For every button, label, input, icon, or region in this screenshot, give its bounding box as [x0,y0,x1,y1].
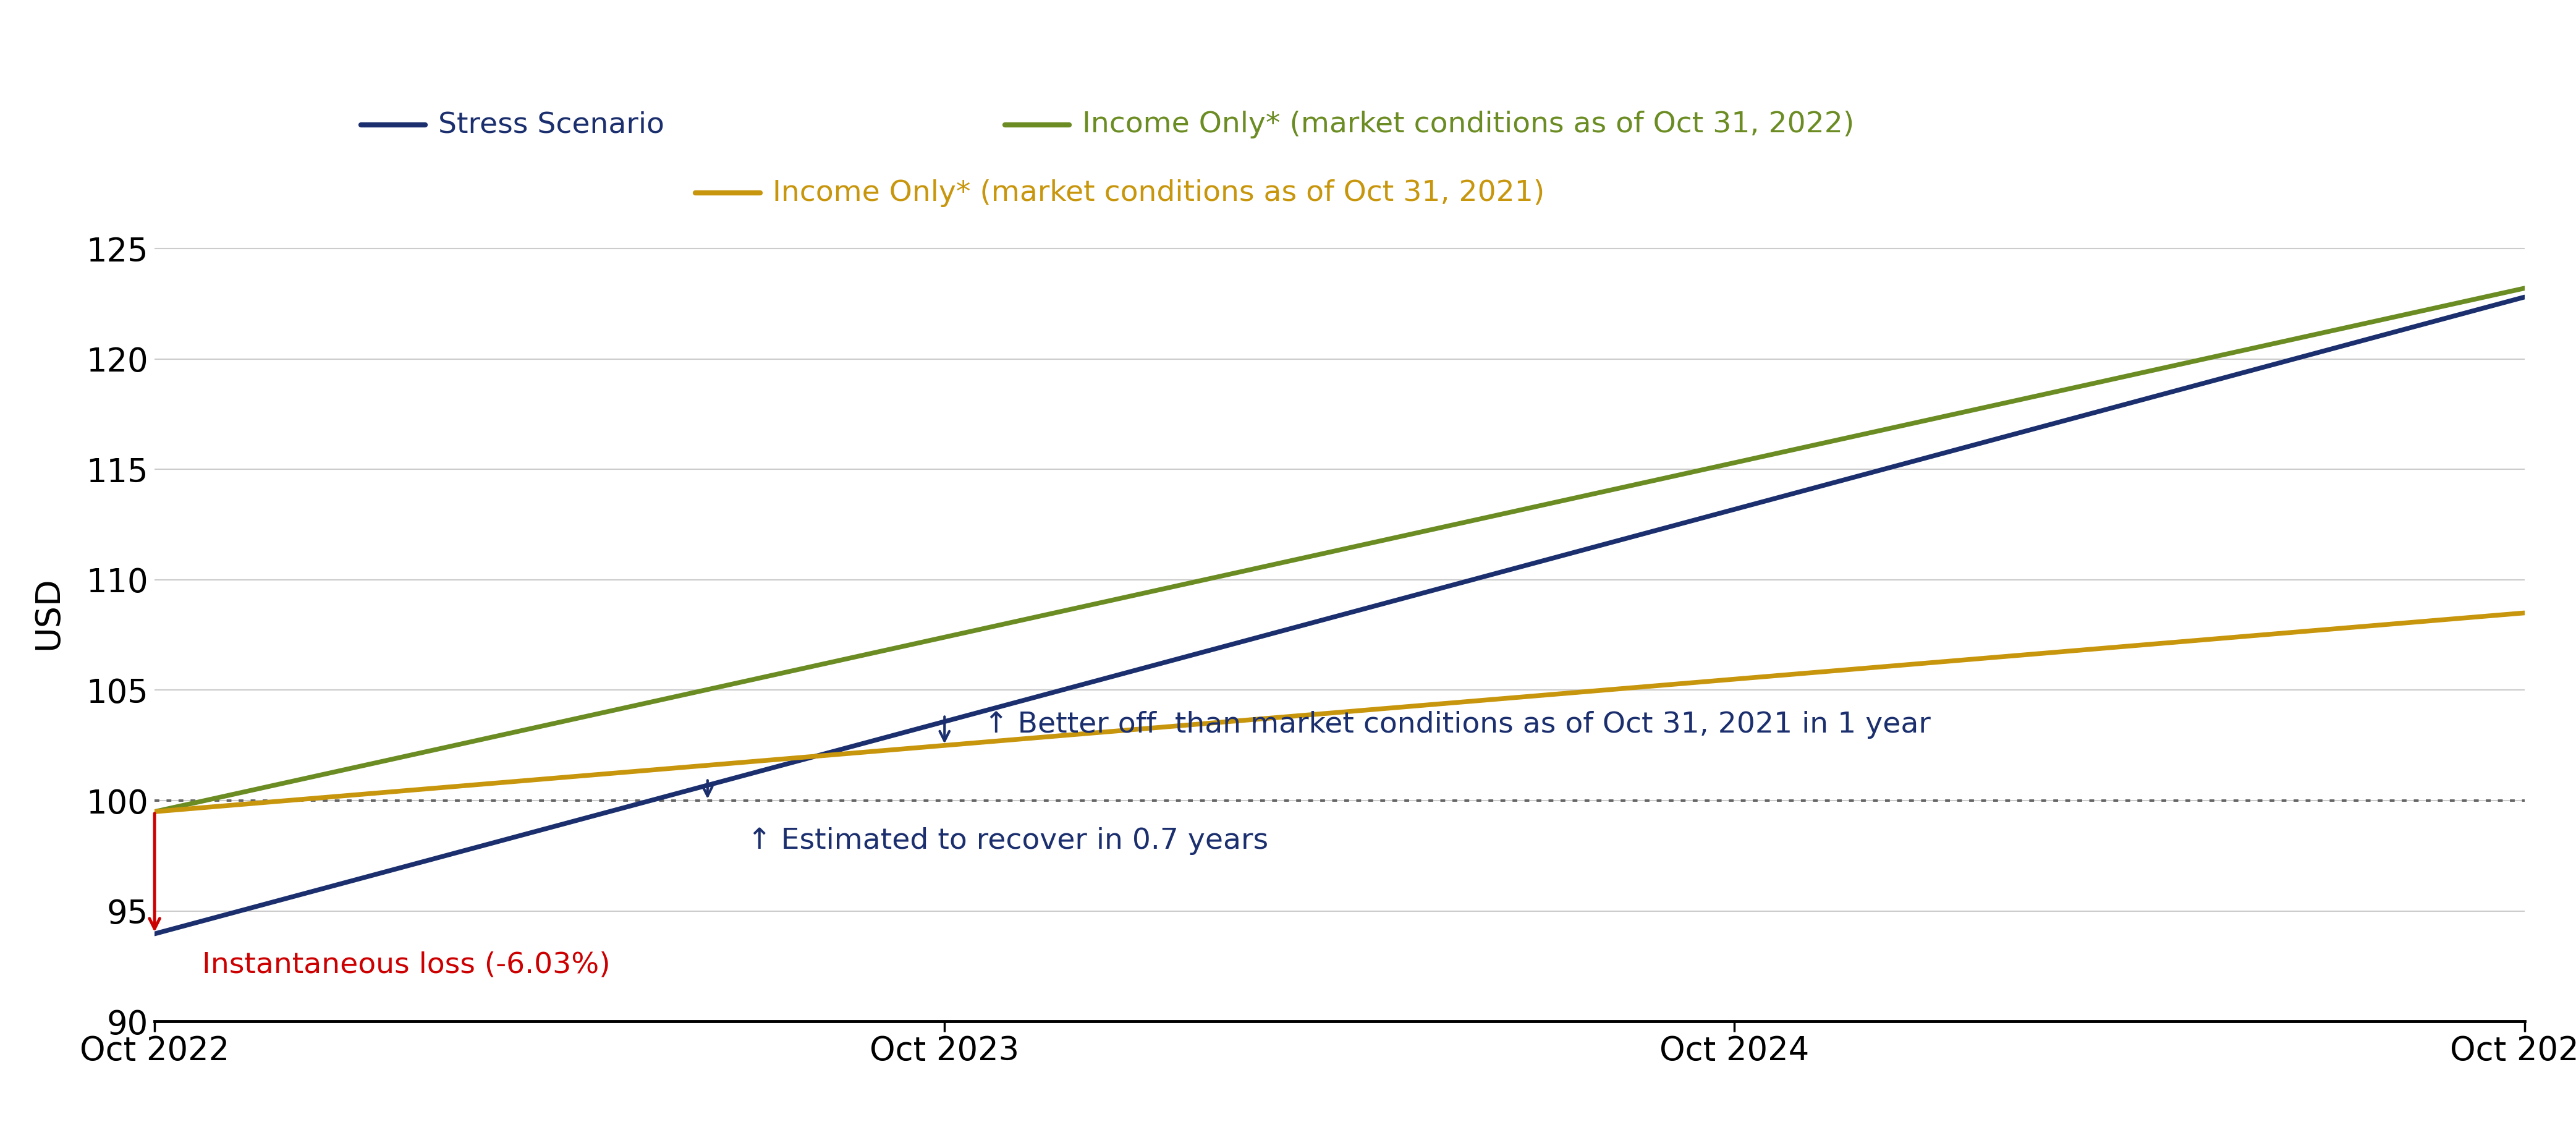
Text: Stress Scenario: Stress Scenario [438,111,665,138]
Text: ↑ Better off  than market conditions as of Oct 31, 2021 in 1 year: ↑ Better off than market conditions as o… [984,711,1932,739]
Text: Income Only* (market conditions as of Oct 31, 2021): Income Only* (market conditions as of Oc… [773,179,1546,207]
Text: Instantaneous loss (-6.03%): Instantaneous loss (-6.03%) [201,951,611,978]
Y-axis label: USD: USD [31,577,64,649]
Text: ↑ Estimated to recover in 0.7 years: ↑ Estimated to recover in 0.7 years [747,827,1267,855]
Text: Income Only* (market conditions as of Oct 31, 2022): Income Only* (market conditions as of Oc… [1082,111,1855,138]
